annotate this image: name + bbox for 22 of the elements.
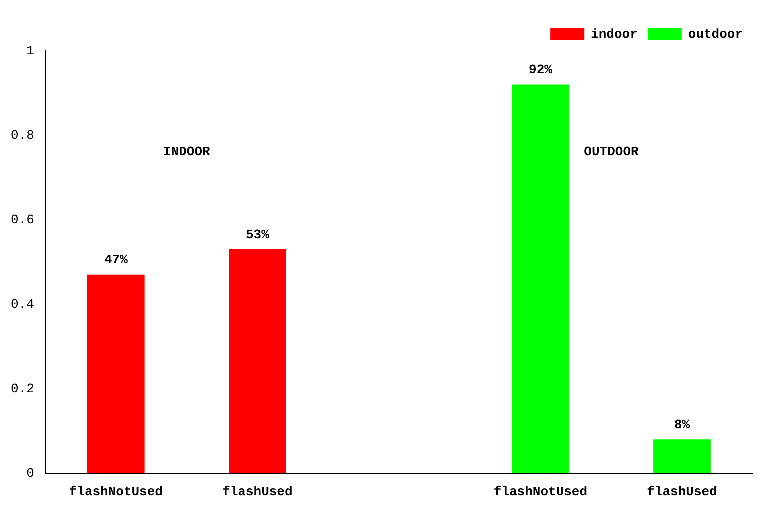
y-tick-label: 0.2 — [11, 381, 34, 396]
annotation: OUTDOOR — [584, 144, 639, 160]
data-label: 92% — [529, 62, 553, 78]
y-tick-label: 0.6 — [11, 212, 34, 228]
data-label: 47% — [104, 252, 128, 268]
legend-label: outdoor — [688, 26, 743, 42]
annotation: INDOOR — [164, 144, 211, 160]
x-tick-label: flashNotUsed — [494, 484, 588, 500]
y-tick-label: 1 — [26, 43, 35, 58]
data-label: 8% — [674, 417, 690, 432]
bar — [229, 250, 286, 474]
y-tick-label: 0 — [26, 466, 34, 481]
x-tick-label: flashNotUsed — [69, 484, 163, 500]
x-tick-label: flashUsed — [647, 484, 718, 500]
y-tick-label: 0.4 — [11, 296, 35, 312]
bar — [88, 274, 145, 474]
y-tick-label: 0.8 — [11, 128, 34, 143]
legend-label: indoor — [591, 26, 638, 42]
x-tick-label: flashUsed — [222, 484, 293, 500]
data-label: 53% — [246, 227, 270, 242]
bar — [512, 84, 570, 474]
bar — [654, 440, 711, 474]
